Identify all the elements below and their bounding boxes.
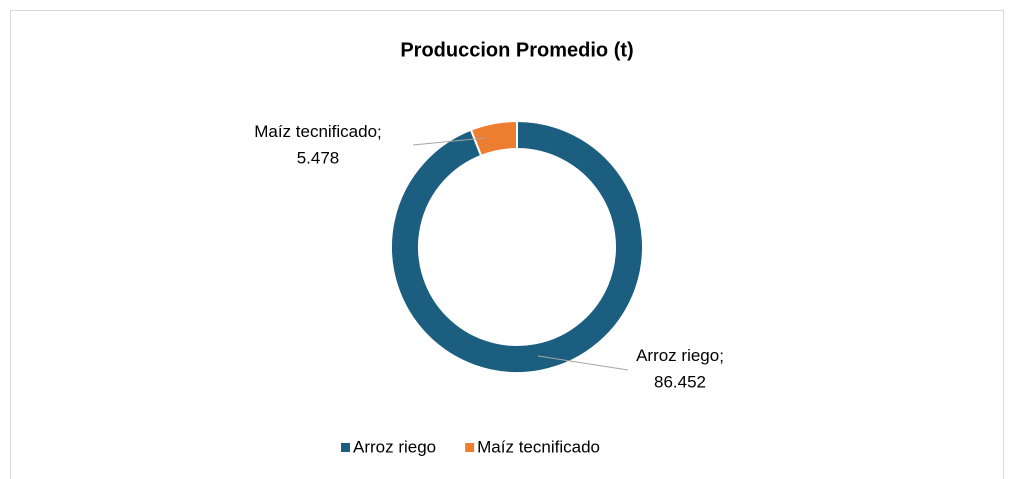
legend-label: Maíz tecnificado bbox=[477, 437, 600, 456]
legend-swatch bbox=[341, 443, 350, 452]
chart-title: Produccion Promedio (t) bbox=[400, 39, 633, 61]
legend-swatch bbox=[465, 443, 475, 452]
donut-slice bbox=[390, 119, 644, 374]
data-label-name: Maíz tecnificado; bbox=[254, 122, 382, 141]
data-label: 5.478 bbox=[297, 148, 340, 167]
data-label-name: Arroz riego; bbox=[636, 346, 724, 365]
donut-slice bbox=[469, 119, 518, 158]
label-category: Maíz tecnificado bbox=[254, 122, 377, 141]
leader-line bbox=[412, 137, 486, 146]
chart-border bbox=[10, 10, 1004, 479]
label-category: Arroz riego bbox=[636, 346, 719, 365]
leader-line bbox=[537, 355, 629, 371]
legend-label: Arroz riego bbox=[353, 437, 436, 456]
data-label: 86.452 bbox=[654, 372, 706, 391]
